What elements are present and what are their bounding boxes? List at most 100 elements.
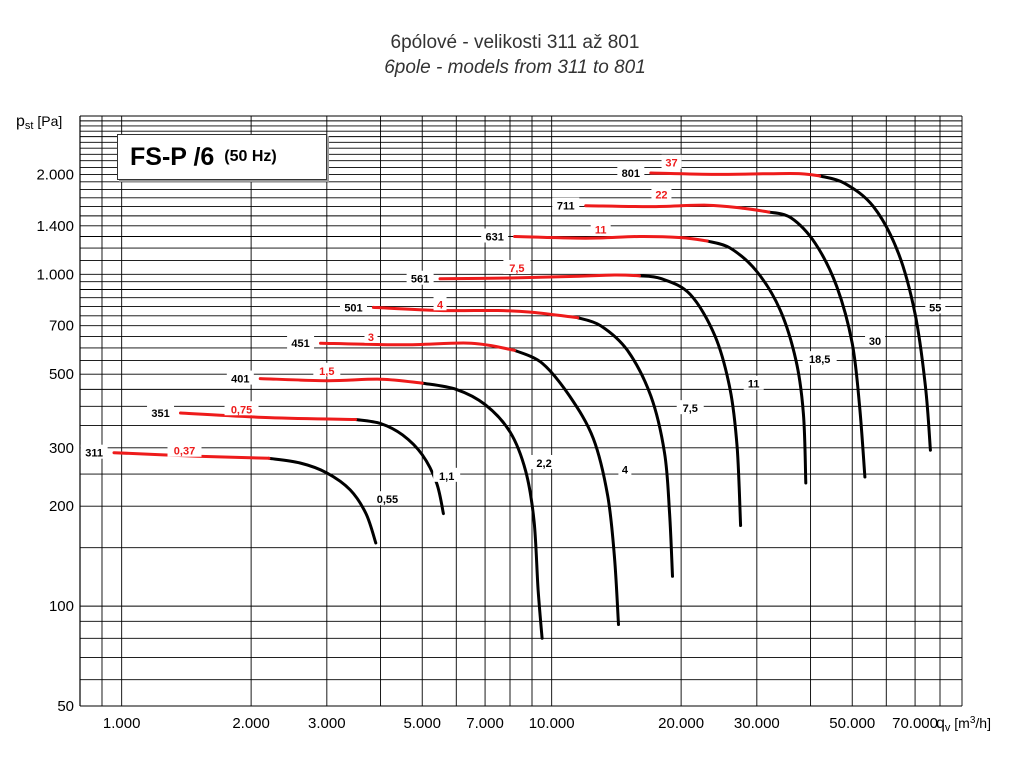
label-background	[552, 197, 580, 212]
power-label-red-401: 1,5	[319, 366, 334, 378]
x-tick-label: 10.000	[529, 715, 575, 732]
power-label-red-561: 7,5	[509, 263, 524, 275]
label-background	[339, 299, 367, 314]
label-background	[147, 404, 175, 419]
label-background	[80, 444, 108, 459]
power-label-black-561: 11	[748, 379, 760, 391]
curve-351-black	[354, 418, 445, 516]
power-label-red-711: 22	[655, 189, 667, 201]
power-label-red-501: 4	[437, 299, 444, 311]
y-tick-label: 2.000	[36, 166, 74, 183]
x-tick-label: 2.000	[232, 715, 270, 732]
label-background	[370, 491, 405, 506]
size-label-631: 631	[486, 232, 504, 244]
grid	[79, 115, 963, 707]
curve-401-red	[258, 377, 424, 385]
x-axis-label: qv [m3/h]	[936, 715, 991, 734]
x-tick-label: 5.000	[403, 715, 441, 732]
label-background	[503, 259, 531, 274]
x-tick-label: 1.000	[103, 715, 141, 732]
curve-561-red	[438, 273, 641, 281]
size-label-451: 451	[291, 338, 309, 350]
size-label-401: 401	[231, 374, 249, 386]
axis-ticks: 50 100 200 300 500 700 1.000 1.400 2.000 1.000 2.0…	[36, 166, 938, 732]
curve-501-red	[371, 305, 580, 320]
model-badge: FS-P /6 (50 Hz)	[117, 134, 327, 180]
y-tick-label: 700	[49, 318, 74, 335]
label-background	[481, 228, 509, 243]
label-background	[224, 401, 259, 416]
power-label-black-711: 30	[869, 336, 881, 348]
label-background	[433, 467, 461, 482]
label-background	[226, 370, 254, 385]
curve-561-black	[637, 274, 743, 527]
chart-title: 6pólové - velikosti 311 až 801	[390, 32, 640, 53]
curve-401-black	[420, 381, 544, 640]
fan-curves	[112, 171, 932, 640]
curve-801-red	[649, 171, 822, 178]
curve-801-black	[818, 174, 932, 452]
label-background	[618, 461, 632, 476]
label-background	[167, 442, 202, 457]
y-tick-label: 1.400	[36, 218, 74, 235]
size-label-501: 501	[344, 302, 362, 314]
label-background	[865, 332, 886, 347]
size-label-351: 351	[151, 408, 169, 420]
power-label-black-311: 0,55	[377, 494, 398, 506]
power-label-black-631: 18,5	[809, 354, 830, 366]
y-tick-label: 200	[49, 498, 74, 515]
size-label-801: 801	[622, 168, 640, 180]
curve-631-red	[513, 234, 709, 243]
label-background	[802, 351, 837, 366]
label-background	[925, 299, 946, 314]
x-tick-label: 50.000	[829, 715, 875, 732]
size-label-311: 311	[85, 448, 103, 460]
power-label-red-351: 0,75	[231, 404, 252, 416]
y-tick-label: 50	[57, 698, 74, 715]
power-label-black-451: 4	[622, 465, 629, 477]
power-label-black-401: 2,2	[536, 458, 551, 470]
curve-labels: 311 0,37 0,55 351 0,75 1,1 401 1,5 2,2 451 3 4 501 4 7…	[80, 154, 946, 506]
chart-subtitle: 6pole - models from 311 to 801	[384, 57, 646, 78]
label-background	[287, 335, 315, 350]
x-tick-label: 3.000	[308, 715, 346, 732]
curve-451-red	[319, 341, 517, 352]
power-label-black-351: 1,1	[439, 471, 454, 483]
x-tick-label: 30.000	[734, 715, 780, 732]
label-background	[590, 221, 611, 236]
label-background	[651, 186, 672, 201]
label-background	[433, 296, 447, 311]
x-tick-label: 7.000	[466, 715, 504, 732]
label-background	[743, 375, 764, 390]
label-background	[617, 164, 645, 179]
power-label-red-451: 3	[368, 332, 374, 344]
label-background	[406, 270, 434, 285]
curve-351-red	[179, 411, 358, 421]
size-label-711: 711	[557, 201, 575, 213]
y-tick-label: 500	[49, 366, 74, 383]
curve-451-black	[513, 348, 620, 626]
curve-711-red	[584, 203, 771, 214]
label-background	[676, 400, 704, 415]
y-tick-label: 1.000	[36, 266, 74, 283]
y-tick-label: 100	[49, 598, 74, 615]
y-tick-label: 300	[49, 440, 74, 457]
power-label-red-311: 0,37	[174, 446, 195, 458]
power-label-black-501: 7,5	[683, 403, 698, 415]
x-tick-label: 20.000	[658, 715, 704, 732]
label-background	[530, 454, 558, 469]
power-label-red-801: 37	[665, 158, 677, 170]
y-axis-label: pst [Pa]	[16, 113, 62, 132]
curve-311-black	[267, 456, 378, 545]
curve-631-black	[705, 239, 808, 485]
curve-711-black	[767, 210, 867, 479]
power-label-red-631: 11	[595, 224, 607, 236]
label-background	[661, 154, 682, 169]
label-background	[364, 328, 378, 343]
frequency-label: (50 Hz)	[224, 148, 277, 165]
curve-501-black	[576, 316, 674, 578]
x-tick-label: 70.000	[892, 715, 938, 732]
power-label-black-801: 55	[929, 302, 941, 314]
chart-title-block: 6pólové - velikosti 311 až 801 6pole - m…	[0, 30, 1024, 80]
